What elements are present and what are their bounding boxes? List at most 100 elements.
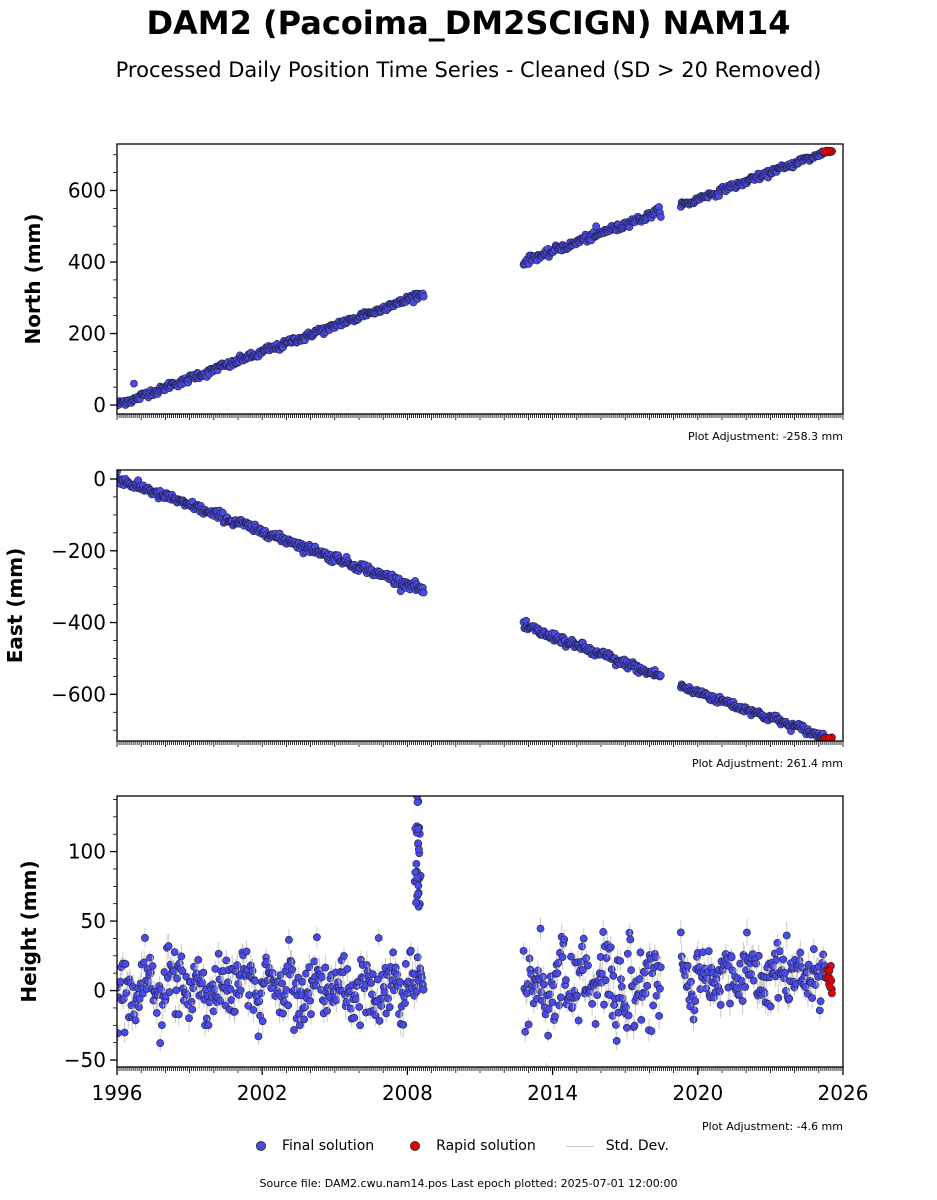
height-final-point <box>368 970 377 978</box>
height-final-point <box>157 985 165 994</box>
height-final-point <box>131 1016 140 1025</box>
height-final-point <box>704 947 713 955</box>
height-final-point <box>187 997 196 1006</box>
height-final-point <box>278 979 287 988</box>
height-final-point <box>741 983 750 991</box>
height-final-point <box>691 997 700 1006</box>
height-final-point <box>244 1001 253 1010</box>
height-final-point <box>148 962 157 970</box>
height-final-point <box>385 1003 394 1012</box>
legend-std-label: Std. Dev. <box>605 1138 669 1154</box>
height-final-point <box>216 996 225 1005</box>
height-final-point <box>185 1014 193 1023</box>
height-final-point <box>374 934 383 942</box>
height-final-point <box>251 977 259 985</box>
east-y-tick-label: −400 <box>51 611 106 635</box>
height-final-point <box>120 1028 129 1037</box>
height-final-point <box>285 935 293 944</box>
height-final-point <box>558 953 567 962</box>
height-final-point <box>249 1006 258 1014</box>
height-final-point <box>413 873 422 882</box>
height-final-point <box>752 959 761 968</box>
height-final-point <box>584 961 592 970</box>
final-solution-marker <box>256 1141 266 1151</box>
height-final-point <box>549 981 558 990</box>
legend-final: Final solution <box>250 1138 374 1154</box>
height-final-point <box>578 966 587 974</box>
height-final-point <box>152 1009 161 1017</box>
height-final-point <box>715 987 724 996</box>
height-final-point <box>599 928 608 936</box>
height-final-point <box>393 970 402 979</box>
height-final-point <box>567 952 575 961</box>
height-final-point <box>545 990 554 999</box>
height-final-point <box>412 859 421 868</box>
legend-final-label: Final solution <box>282 1138 375 1154</box>
east-data-points <box>117 470 836 741</box>
legend-rapid: Rapid solution <box>404 1138 536 1154</box>
height-final-point <box>414 881 423 890</box>
height-final-point <box>536 924 545 933</box>
height-final-point <box>647 1027 656 1035</box>
height-final-point <box>307 1010 315 1019</box>
height-final-point <box>555 1001 564 1010</box>
height-final-point <box>602 954 611 962</box>
height-final-point <box>172 986 181 995</box>
east-final-point <box>419 588 428 597</box>
height-final-point <box>702 984 711 993</box>
height-y-tick-label: 100 <box>68 840 106 864</box>
figure-subtitle: Processed Daily Position Time Series - C… <box>115 58 822 82</box>
height-final-point <box>288 965 297 974</box>
height-final-point <box>117 1029 122 1038</box>
north-y-axis-label: North (mm) <box>21 213 45 344</box>
height-final-point <box>310 957 319 966</box>
height-final-point <box>687 977 695 986</box>
north-y-tick-label: 600 <box>68 178 106 202</box>
height-final-point <box>141 934 149 942</box>
height-final-point <box>222 956 231 965</box>
height-final-point <box>202 1014 211 1023</box>
east-y-tick-label: 0 <box>93 467 106 491</box>
height-final-point <box>622 1023 631 1032</box>
north-plot-adjustment: Plot Adjustment: -258.3 mm <box>688 430 843 443</box>
height-final-point <box>656 984 664 993</box>
height-final-point <box>135 1003 143 1011</box>
height-final-point <box>689 1015 698 1024</box>
height-final-point <box>412 898 420 907</box>
height-final-point <box>607 965 616 974</box>
height-final-point <box>534 966 542 975</box>
height-final-point <box>749 976 758 985</box>
height-final-point <box>574 1016 583 1025</box>
height-final-point <box>312 933 321 942</box>
height-final-point <box>617 975 625 984</box>
height-final-point <box>343 965 352 973</box>
height-final-point <box>199 968 208 977</box>
height-final-point <box>819 950 828 959</box>
height-final-point <box>301 969 310 978</box>
height-final-point <box>255 997 264 1006</box>
east-y-axis-label: East (mm) <box>3 548 27 664</box>
height-x-tick-label: 2008 <box>382 1081 433 1105</box>
height-final-point <box>157 1021 166 1030</box>
height-final-point <box>591 1020 600 1028</box>
height-x-tick-label: 2026 <box>818 1081 869 1105</box>
height-final-point <box>550 1012 559 1021</box>
east-final-point <box>656 671 665 680</box>
north-y-tick-label: 400 <box>68 250 106 274</box>
height-final-point <box>808 994 817 1002</box>
height-final-point <box>245 991 254 1000</box>
height-final-point <box>146 968 155 977</box>
height-final-point <box>785 994 794 1003</box>
height-final-point <box>177 952 186 961</box>
height-final-point <box>727 953 736 962</box>
height-y-tick-label: 0 <box>93 979 106 1003</box>
height-final-point <box>776 947 784 956</box>
legend: Final solution Rapid solution Std. Dev. <box>250 1138 699 1154</box>
height-final-point <box>600 1000 608 1009</box>
height-final-point <box>588 999 597 1008</box>
height-final-point <box>342 998 351 1006</box>
height-final-point <box>766 1002 775 1011</box>
height-final-point <box>760 989 769 998</box>
height-final-point <box>815 1006 824 1015</box>
